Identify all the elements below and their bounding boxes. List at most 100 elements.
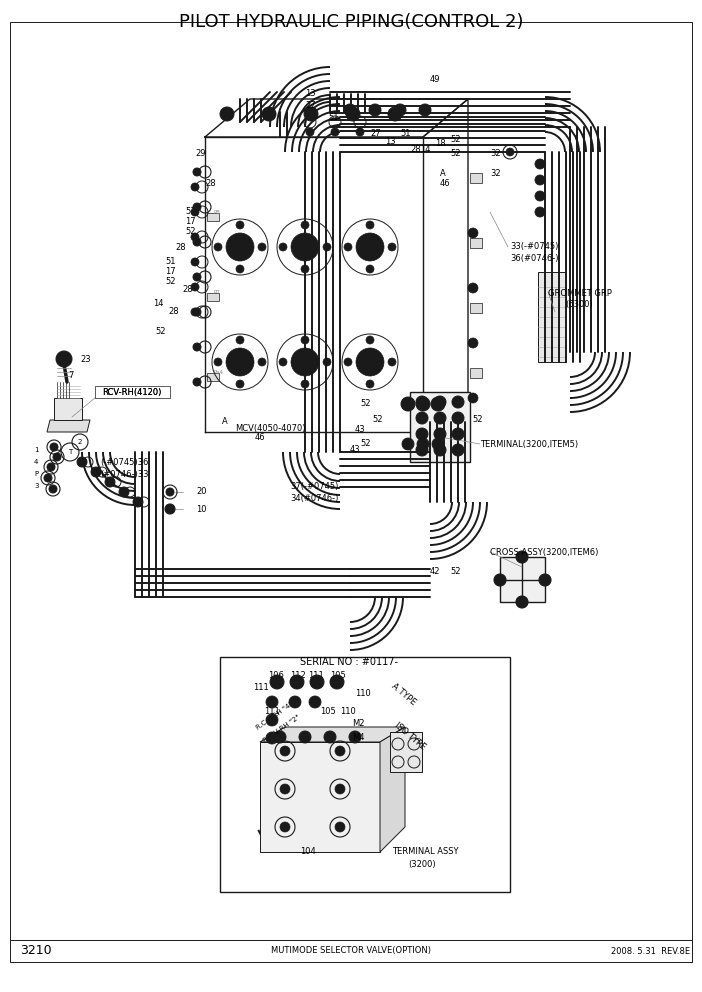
Circle shape (236, 221, 244, 229)
Text: 52: 52 (472, 416, 482, 425)
Circle shape (258, 243, 266, 251)
Text: R.C.V-RH "4": R.C.V-RH "4" (255, 701, 294, 731)
Circle shape (417, 438, 429, 450)
Circle shape (402, 438, 414, 450)
Text: T: T (68, 449, 72, 455)
Text: 3: 3 (34, 483, 39, 489)
Bar (470, 238, 482, 248)
Text: 52: 52 (360, 439, 371, 448)
Circle shape (291, 348, 319, 376)
Circle shape (344, 104, 356, 116)
Circle shape (494, 574, 506, 586)
Circle shape (416, 397, 430, 411)
Circle shape (416, 412, 428, 424)
Text: Pa4: Pa4 (213, 369, 223, 375)
Circle shape (324, 731, 336, 743)
Circle shape (323, 243, 331, 251)
Circle shape (193, 343, 201, 351)
Circle shape (344, 358, 352, 366)
Polygon shape (260, 742, 380, 852)
Circle shape (434, 412, 446, 424)
Circle shape (452, 444, 464, 456)
Circle shape (289, 696, 301, 708)
Circle shape (468, 393, 478, 403)
Text: P7: P7 (213, 290, 220, 295)
Text: 51: 51 (165, 258, 176, 267)
Bar (207, 373, 219, 381)
Circle shape (331, 128, 339, 136)
Text: A: A (222, 418, 227, 427)
Text: 13: 13 (305, 89, 316, 98)
Text: SERIAL NO : #0117-: SERIAL NO : #0117- (300, 657, 398, 667)
Text: 46: 46 (440, 180, 451, 188)
Text: 111: 111 (253, 682, 269, 691)
Text: 20: 20 (196, 487, 206, 497)
Circle shape (416, 428, 428, 440)
Text: 14: 14 (153, 300, 164, 309)
Circle shape (388, 358, 396, 366)
Text: (6300): (6300) (565, 301, 592, 310)
Text: 43: 43 (350, 444, 361, 453)
Circle shape (291, 233, 319, 261)
Circle shape (369, 104, 381, 116)
Text: RCV-RH(4120): RCV-RH(4120) (102, 388, 161, 397)
Circle shape (220, 107, 234, 121)
Circle shape (262, 107, 276, 121)
Text: A TYPE: A TYPE (390, 682, 418, 706)
Text: RCV-RH(4120): RCV-RH(4120) (102, 388, 161, 397)
Circle shape (535, 191, 545, 201)
Circle shape (133, 497, 143, 507)
Text: M2: M2 (352, 719, 364, 728)
Text: 52: 52 (185, 227, 195, 236)
Text: 34(#0746-): 34(#0746-) (290, 494, 338, 504)
Text: 52: 52 (450, 150, 461, 159)
Text: A: A (440, 170, 446, 179)
Text: (3200): (3200) (408, 859, 436, 869)
Circle shape (226, 233, 254, 261)
Text: 51: 51 (328, 112, 338, 121)
Text: MCV(4050-4070): MCV(4050-4070) (235, 425, 305, 434)
Circle shape (290, 675, 304, 689)
Circle shape (236, 380, 244, 388)
Circle shape (366, 265, 374, 273)
Text: MUTIMODE SELECTOR VALVE(OPTION): MUTIMODE SELECTOR VALVE(OPTION) (271, 946, 431, 955)
Circle shape (236, 336, 244, 344)
Text: 52: 52 (155, 327, 166, 336)
Circle shape (191, 308, 199, 316)
Circle shape (301, 336, 309, 344)
Text: ISO TYPE: ISO TYPE (393, 720, 428, 752)
Circle shape (452, 412, 464, 424)
Circle shape (344, 243, 352, 251)
Circle shape (191, 183, 199, 191)
Circle shape (323, 358, 331, 366)
Text: 28: 28 (410, 145, 420, 154)
Circle shape (468, 228, 478, 238)
Text: (-#0745)36: (-#0745)36 (100, 457, 148, 466)
Circle shape (91, 467, 101, 477)
Text: 32: 32 (490, 170, 501, 179)
Circle shape (301, 221, 309, 229)
Circle shape (191, 258, 199, 266)
Text: 28: 28 (175, 242, 185, 252)
Circle shape (49, 485, 57, 493)
Text: TERMINAL ASSY: TERMINAL ASSY (392, 847, 458, 856)
Text: 18: 18 (435, 140, 446, 149)
Text: 14: 14 (420, 145, 430, 154)
Polygon shape (260, 727, 405, 742)
Text: 17: 17 (165, 268, 176, 277)
Circle shape (301, 265, 309, 273)
Circle shape (535, 175, 545, 185)
Circle shape (266, 732, 278, 744)
Circle shape (105, 477, 115, 487)
Circle shape (214, 243, 222, 251)
Circle shape (56, 351, 72, 367)
Circle shape (193, 378, 201, 386)
Circle shape (279, 358, 287, 366)
Text: 27: 27 (305, 101, 316, 110)
Circle shape (166, 488, 174, 496)
Text: 28: 28 (168, 308, 178, 316)
Circle shape (366, 221, 374, 229)
Text: 2: 2 (78, 439, 82, 445)
Circle shape (394, 104, 406, 116)
Circle shape (236, 265, 244, 273)
